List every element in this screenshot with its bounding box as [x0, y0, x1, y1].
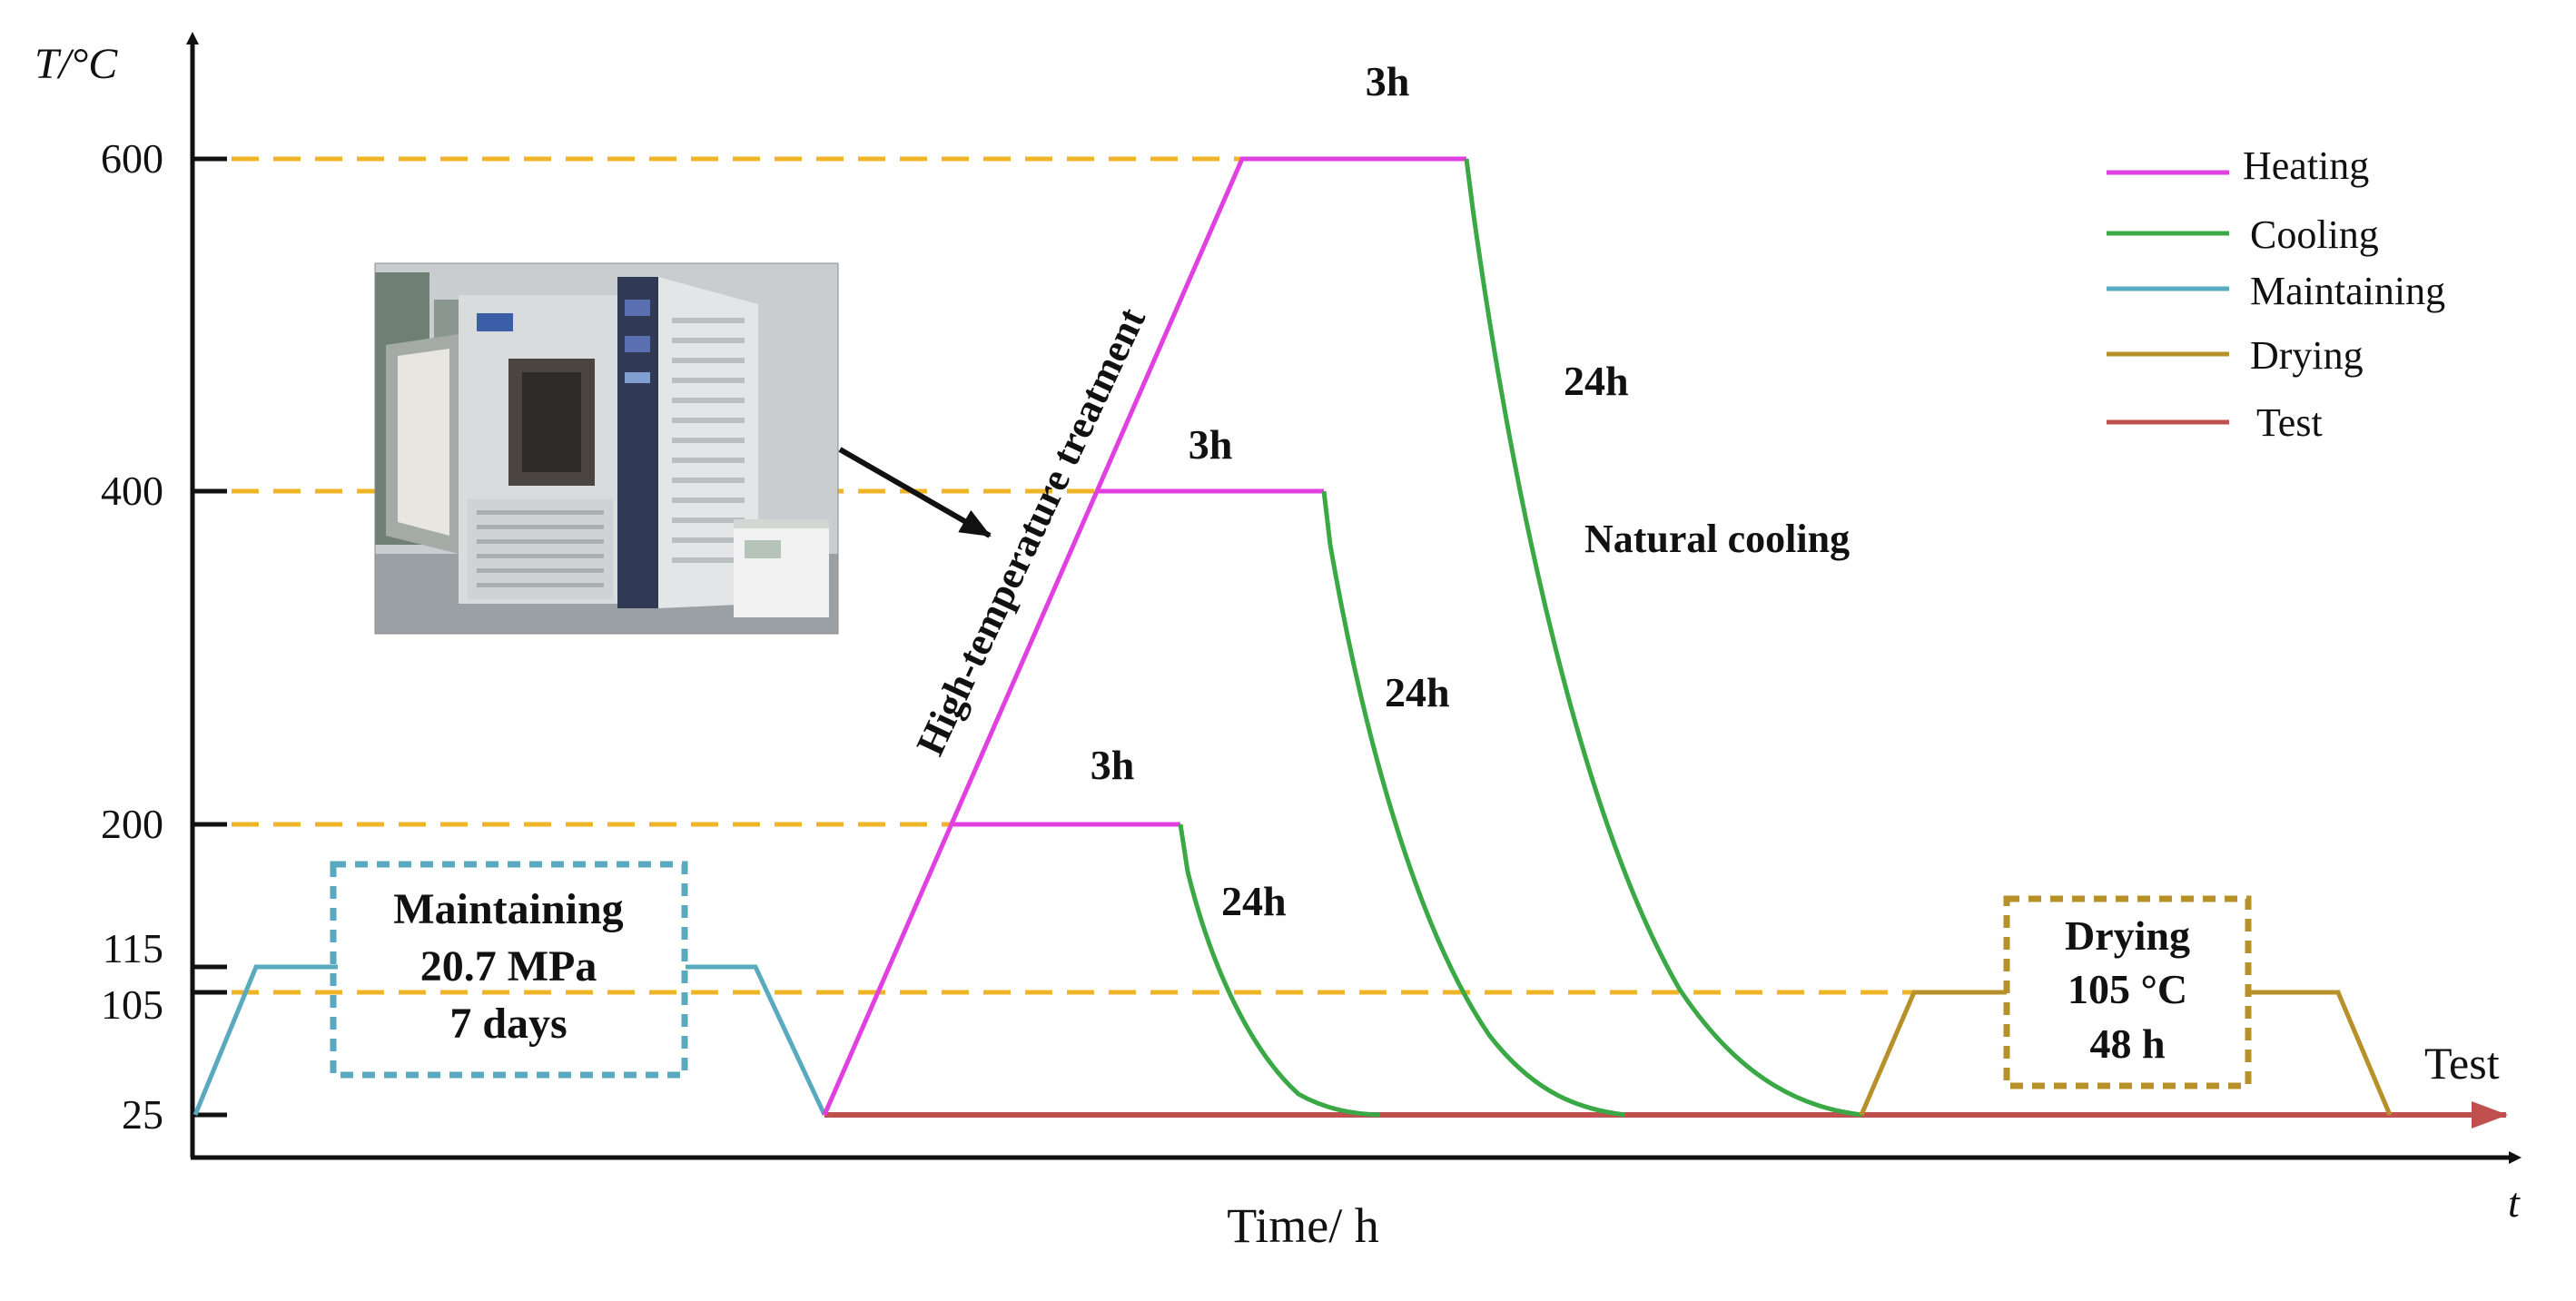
furnace-photo [374, 262, 839, 635]
y-tick-label: 115 [103, 925, 163, 971]
maintaining-box-line2: 20.7 MPa [420, 942, 597, 991]
cool-duration-label-400: 24h [1385, 669, 1450, 715]
cooling-curve-600 [1464, 158, 1862, 1118]
x-axis-label: Time/ h [1227, 1198, 1379, 1253]
drying-box: Drying 105 °C 48 h [2003, 895, 2252, 1089]
legend-item-maintaining: Maintaining [2107, 269, 2445, 313]
cooling-curve-200 [1178, 823, 1381, 1118]
svg-text:Cooling: Cooling [2250, 212, 2379, 257]
x-axis-end-label: t [2508, 1179, 2521, 1226]
photo-pointer-arrow [838, 447, 992, 538]
legend: Heating Cooling Maintaining Drying Test [2107, 143, 2445, 445]
maintaining-box-line3: 7 days [449, 1000, 567, 1048]
natural-cooling-label: Natural cooling [1584, 517, 1850, 561]
legend-item-test: Test [2107, 400, 2323, 445]
y-tick-label: 600 [101, 135, 163, 182]
svg-text:Drying: Drying [2250, 333, 2364, 378]
cool-duration-label-200: 24h [1221, 878, 1287, 924]
cooling-curve-400 [1321, 490, 1626, 1118]
drying-box-line1: Drying [2065, 912, 2190, 959]
y-tick-label: 25 [122, 1091, 163, 1138]
svg-text:Maintaining: Maintaining [2250, 269, 2445, 313]
drying-curve [1859, 990, 2393, 1116]
y-tick-label: 200 [101, 801, 163, 847]
test-label: Test [2424, 1038, 2500, 1089]
heating-curve [822, 156, 1466, 1117]
legend-item-cooling: Cooling [2107, 212, 2379, 257]
drying-box-line3: 48 h [2089, 1020, 2165, 1067]
cooling-curves [1178, 158, 1862, 1118]
maintaining-box-line1: Maintaining [393, 885, 623, 933]
y-axis-label: T/°C [35, 40, 118, 88]
legend-item-heating: Heating [2107, 143, 2369, 188]
y-tick-label: 400 [101, 468, 163, 514]
cool-duration-label-600: 24h [1564, 358, 1629, 404]
y-tick-labels: 600 400 200 115 105 25 [101, 135, 163, 1138]
dwell-label-400: 3h [1189, 421, 1233, 468]
axes [186, 32, 2522, 1164]
legend-item-drying: Drying [2107, 333, 2364, 378]
dwell-label-200: 3h [1091, 742, 1135, 788]
annotations: 3h 3h 3h 24h 24h 24h Natural cooling Hig… [908, 58, 1850, 924]
heating-ramp [822, 156, 1466, 1117]
maintaining-box: Maintaining 20.7 MPa 7 days [330, 861, 688, 1079]
y-tick-label: 105 [101, 981, 163, 1028]
drying-box-line2: 105 °C [2068, 966, 2187, 1012]
dwell-label-600: 3h [1366, 58, 1410, 104]
svg-text:Test: Test [2256, 400, 2323, 445]
svg-text:Heating: Heating [2243, 143, 2369, 188]
maintaining-curve [192, 964, 827, 1117]
high-temperature-treatment-label: High-temperature treatment [908, 301, 1155, 762]
